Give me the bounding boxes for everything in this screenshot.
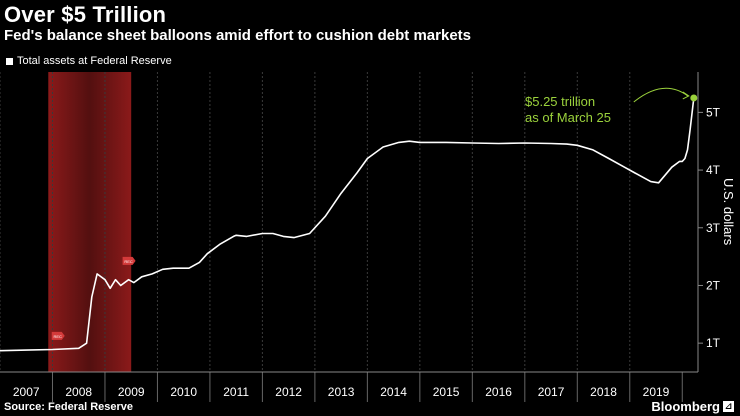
brand-logo: Bloomberg (651, 399, 720, 414)
y-axis-label: U.S. dollars (721, 178, 736, 246)
series-line (0, 97, 695, 352)
x-tick-label: 2011 (223, 385, 249, 399)
y-tick-label: 2T (706, 278, 721, 292)
recession-marker-label: REC (124, 259, 133, 264)
x-tick-label: 2017 (538, 385, 565, 399)
x-tick-label: 2008 (65, 385, 92, 399)
y-tick-label: 1T (706, 336, 721, 350)
y-tick-label: 5T (706, 105, 721, 119)
legend: Total assets at Federal Reserve (6, 55, 172, 67)
annotation-arrowhead (682, 91, 690, 100)
x-tick-label: 2018 (590, 385, 617, 399)
x-tick-label: 2016 (485, 385, 512, 399)
recession-marker (122, 256, 136, 265)
source-note: Source: Federal Reserve (4, 401, 134, 413)
terminal-icon: ⊿ (723, 401, 734, 412)
annotation-date: as of March 25 (525, 110, 611, 125)
annotation-value: $5.25 trillion (525, 94, 595, 109)
x-tick-label: 2007 (13, 385, 40, 399)
legend-swatch (6, 57, 13, 65)
recession-marker-label: REC (54, 334, 63, 339)
x-tick-label: 2012 (275, 385, 302, 399)
x-tick-label: 2014 (380, 385, 407, 399)
x-tick-label: 2015 (433, 385, 460, 399)
recession-marker (51, 331, 65, 340)
x-tick-label: 2010 (170, 385, 197, 399)
annotation-arrow (633, 87, 689, 103)
y-tick-label: 4T (706, 163, 721, 177)
last-value-dot (690, 94, 698, 102)
recession-band (48, 72, 132, 372)
legend-label: Total assets at Federal Reserve (17, 55, 172, 67)
y-tick-label: 3T (706, 221, 721, 235)
x-tick-label: 2019 (643, 385, 670, 399)
chart-subtitle: Fed's balance sheet balloons amid effort… (4, 27, 471, 44)
x-tick-label: 2013 (328, 385, 355, 399)
x-tick-label: 2009 (118, 385, 145, 399)
chart-title: Over $5 Trillion (4, 2, 167, 27)
